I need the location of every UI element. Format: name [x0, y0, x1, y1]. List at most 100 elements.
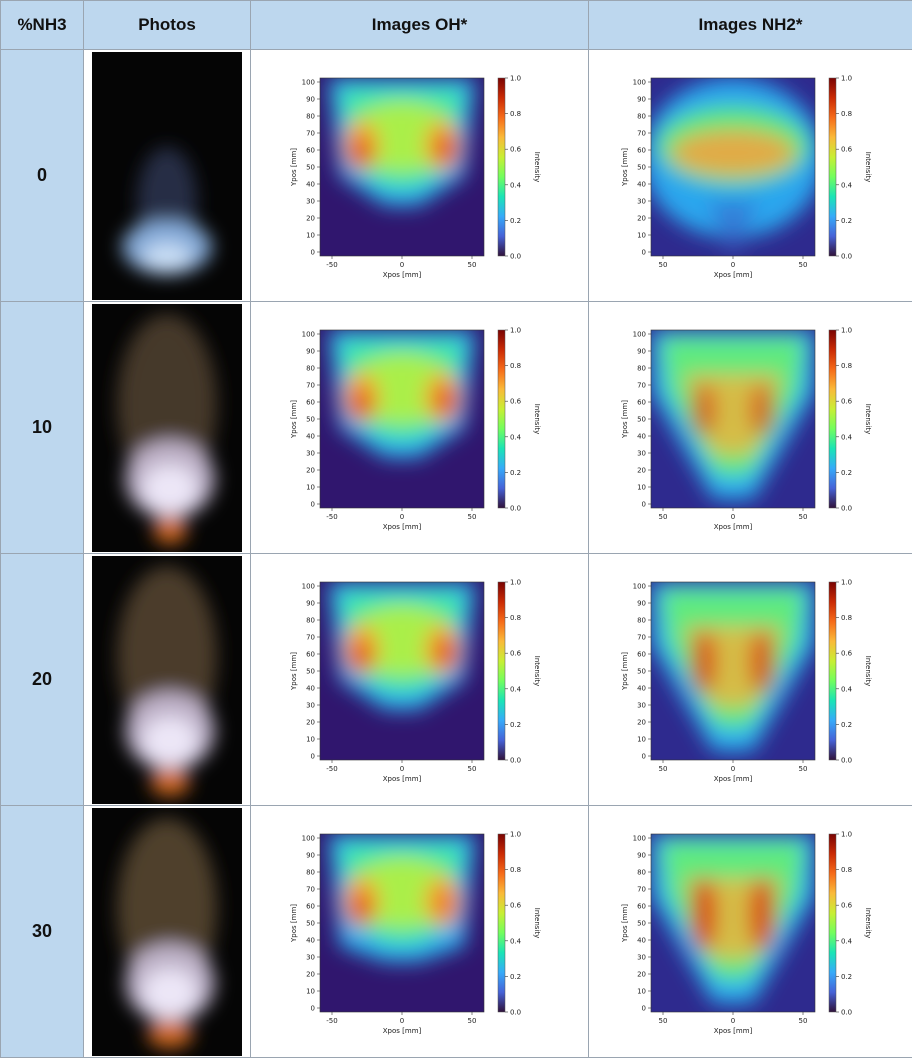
nh2-cell: 0 10 20 30 40 50 60 70 80 90 100 50 0 50 Xpos [mm] Ypos… — [588, 49, 912, 302]
y-tick-label: 10 — [306, 483, 315, 491]
y-tick-label: 0 — [310, 500, 314, 508]
nh2-cell: 0 10 20 30 40 50 60 70 80 90 100 50 0 50 Xpos [mm] Ypos… — [588, 805, 912, 1058]
colorbar-tick-label: 0.6 — [510, 397, 522, 405]
colorbar-tick-label: 0.4 — [841, 433, 853, 441]
nh2-cell: 0 10 20 30 40 50 60 70 80 90 100 50 0 50 Xpos [mm] Ypos… — [588, 553, 912, 806]
colorbar-tick-label: 0.0 — [841, 1008, 852, 1016]
x-tick-label: 0 — [399, 1017, 403, 1025]
y-tick-label: 50 — [637, 667, 646, 675]
y-tick-label: 80 — [306, 616, 315, 624]
y-tick-label: 100 — [301, 330, 314, 338]
x-axis-label: Xpos [mm] — [382, 1027, 421, 1035]
colorbar-label: Intensity — [533, 907, 541, 937]
flame-photo — [92, 51, 242, 300]
table-row: 20 0 10 20 30 40 50 60 70 80 90 100 -50 0 50 Xpos [mm] Y… — [0, 553, 912, 806]
photo-cell — [83, 805, 251, 1058]
intensity — [327, 581, 476, 710]
y-tick-label: 80 — [637, 616, 646, 624]
colorbar-tick-label: 0.6 — [510, 145, 522, 153]
intensity-blob — [748, 876, 776, 951]
colorbar-tick-label: 0.8 — [510, 362, 521, 370]
colorbar — [497, 77, 505, 256]
y-tick-label: 20 — [306, 466, 315, 474]
colorbar-tick-label: 0.8 — [841, 110, 852, 118]
colorbar-tick-label: 0.4 — [841, 181, 853, 189]
y-tick-label: 20 — [637, 970, 646, 978]
colorbar — [828, 77, 836, 256]
colorbar — [828, 329, 836, 508]
x-tick-label: -50 — [326, 1017, 337, 1025]
flame-core — [142, 968, 198, 1017]
y-tick-label: 10 — [637, 987, 646, 995]
colorbar-tick-label: 0.4 — [841, 937, 853, 945]
colorbar-tick-label: 0.2 — [841, 468, 852, 476]
y-axis-label: Ypos [mm] — [621, 903, 629, 942]
y-tick-label: 60 — [637, 650, 646, 658]
colorbar-label: Intensity — [864, 151, 872, 181]
colorbar-tick-label: 0.0 — [510, 756, 521, 764]
intensity-blob — [748, 629, 776, 694]
y-tick-label: 90 — [637, 347, 646, 355]
y-tick-label: 50 — [306, 163, 315, 171]
colorbar-tick-label: 0.6 — [510, 649, 522, 657]
x-tick-label: -50 — [326, 261, 337, 269]
y-tick-label: 70 — [637, 633, 646, 641]
colorbar-tick-label: 0.0 — [841, 252, 852, 260]
y-tick-label: 70 — [637, 129, 646, 137]
intensity-blob — [435, 890, 456, 919]
x-axis-label: Xpos [mm] — [382, 775, 421, 783]
colorbar-tick-label: 0.8 — [510, 866, 521, 874]
y-tick-label: 80 — [637, 112, 646, 120]
y-tick-label: 30 — [306, 701, 315, 709]
colorbar-tick-label: 0.8 — [510, 110, 521, 118]
y-tick-label: 40 — [306, 432, 315, 440]
colorbar-tick-label: 0.8 — [841, 362, 852, 370]
y-tick-label: 30 — [637, 701, 646, 709]
y-tick-label: 50 — [637, 415, 646, 423]
flame-photo — [92, 807, 242, 1056]
y-tick-label: 0 — [310, 248, 314, 256]
y-tick-label: 90 — [637, 95, 646, 103]
table-row: 0 0 10 20 30 40 50 60 70 80 90 100 -50 0 50 Xpos [mm] Yp… — [0, 49, 912, 302]
photo-cell — [83, 301, 251, 554]
y-axis-label: Ypos [mm] — [290, 651, 298, 690]
header-cell: %NH3 — [0, 0, 84, 50]
y-tick-label: 40 — [306, 684, 315, 692]
nh3-percent: 10 — [0, 301, 84, 554]
oh-heatmap: 0 10 20 30 40 50 60 70 80 90 100 -50 0 50 Xpos [mm] Ypo… — [290, 326, 541, 531]
y-tick-label: 80 — [306, 868, 315, 876]
colorbar-tick-label: 1.0 — [510, 74, 521, 82]
y-tick-label: 80 — [306, 112, 315, 120]
colorbar-tick-label: 0.6 — [841, 649, 853, 657]
plot-clip — [327, 77, 476, 206]
colorbar-tick-label: 0.6 — [841, 145, 853, 153]
y-tick-label: 60 — [306, 398, 315, 406]
y-tick-label: 60 — [306, 650, 315, 658]
y-tick-label: 0 — [641, 248, 645, 256]
y-tick-label: 70 — [637, 381, 646, 389]
intensity-blob — [350, 390, 371, 419]
flame-base — [150, 767, 190, 796]
y-tick-label: 40 — [637, 684, 646, 692]
colorbar-label: Intensity — [533, 655, 541, 685]
y-tick-label: 40 — [637, 936, 646, 944]
y-tick-label: 100 — [301, 834, 314, 842]
y-tick-label: 90 — [637, 599, 646, 607]
colorbar-tick-label: 1.0 — [841, 326, 852, 334]
flame-core — [142, 464, 198, 513]
x-axis-label: Xpos [mm] — [713, 271, 752, 279]
colorbar-tick-label: 0.6 — [510, 901, 522, 909]
y-tick-label: 20 — [306, 970, 315, 978]
header-row: %NH3 Photos Images OH* Images NH2* — [0, 0, 912, 50]
y-tick-label: 20 — [637, 466, 646, 474]
colorbar-label: Intensity — [864, 655, 872, 685]
colorbar-tick-label: 1.0 — [510, 578, 521, 586]
x-tick-label: 50 — [798, 1017, 807, 1025]
colorbar-label: Intensity — [864, 907, 872, 937]
colorbar-tick-label: 0.0 — [510, 504, 521, 512]
x-tick-label: 50 — [467, 1017, 476, 1025]
y-tick-label: 0 — [641, 752, 645, 760]
y-tick-label: 60 — [637, 902, 646, 910]
x-axis-label: Xpos [mm] — [713, 1027, 752, 1035]
